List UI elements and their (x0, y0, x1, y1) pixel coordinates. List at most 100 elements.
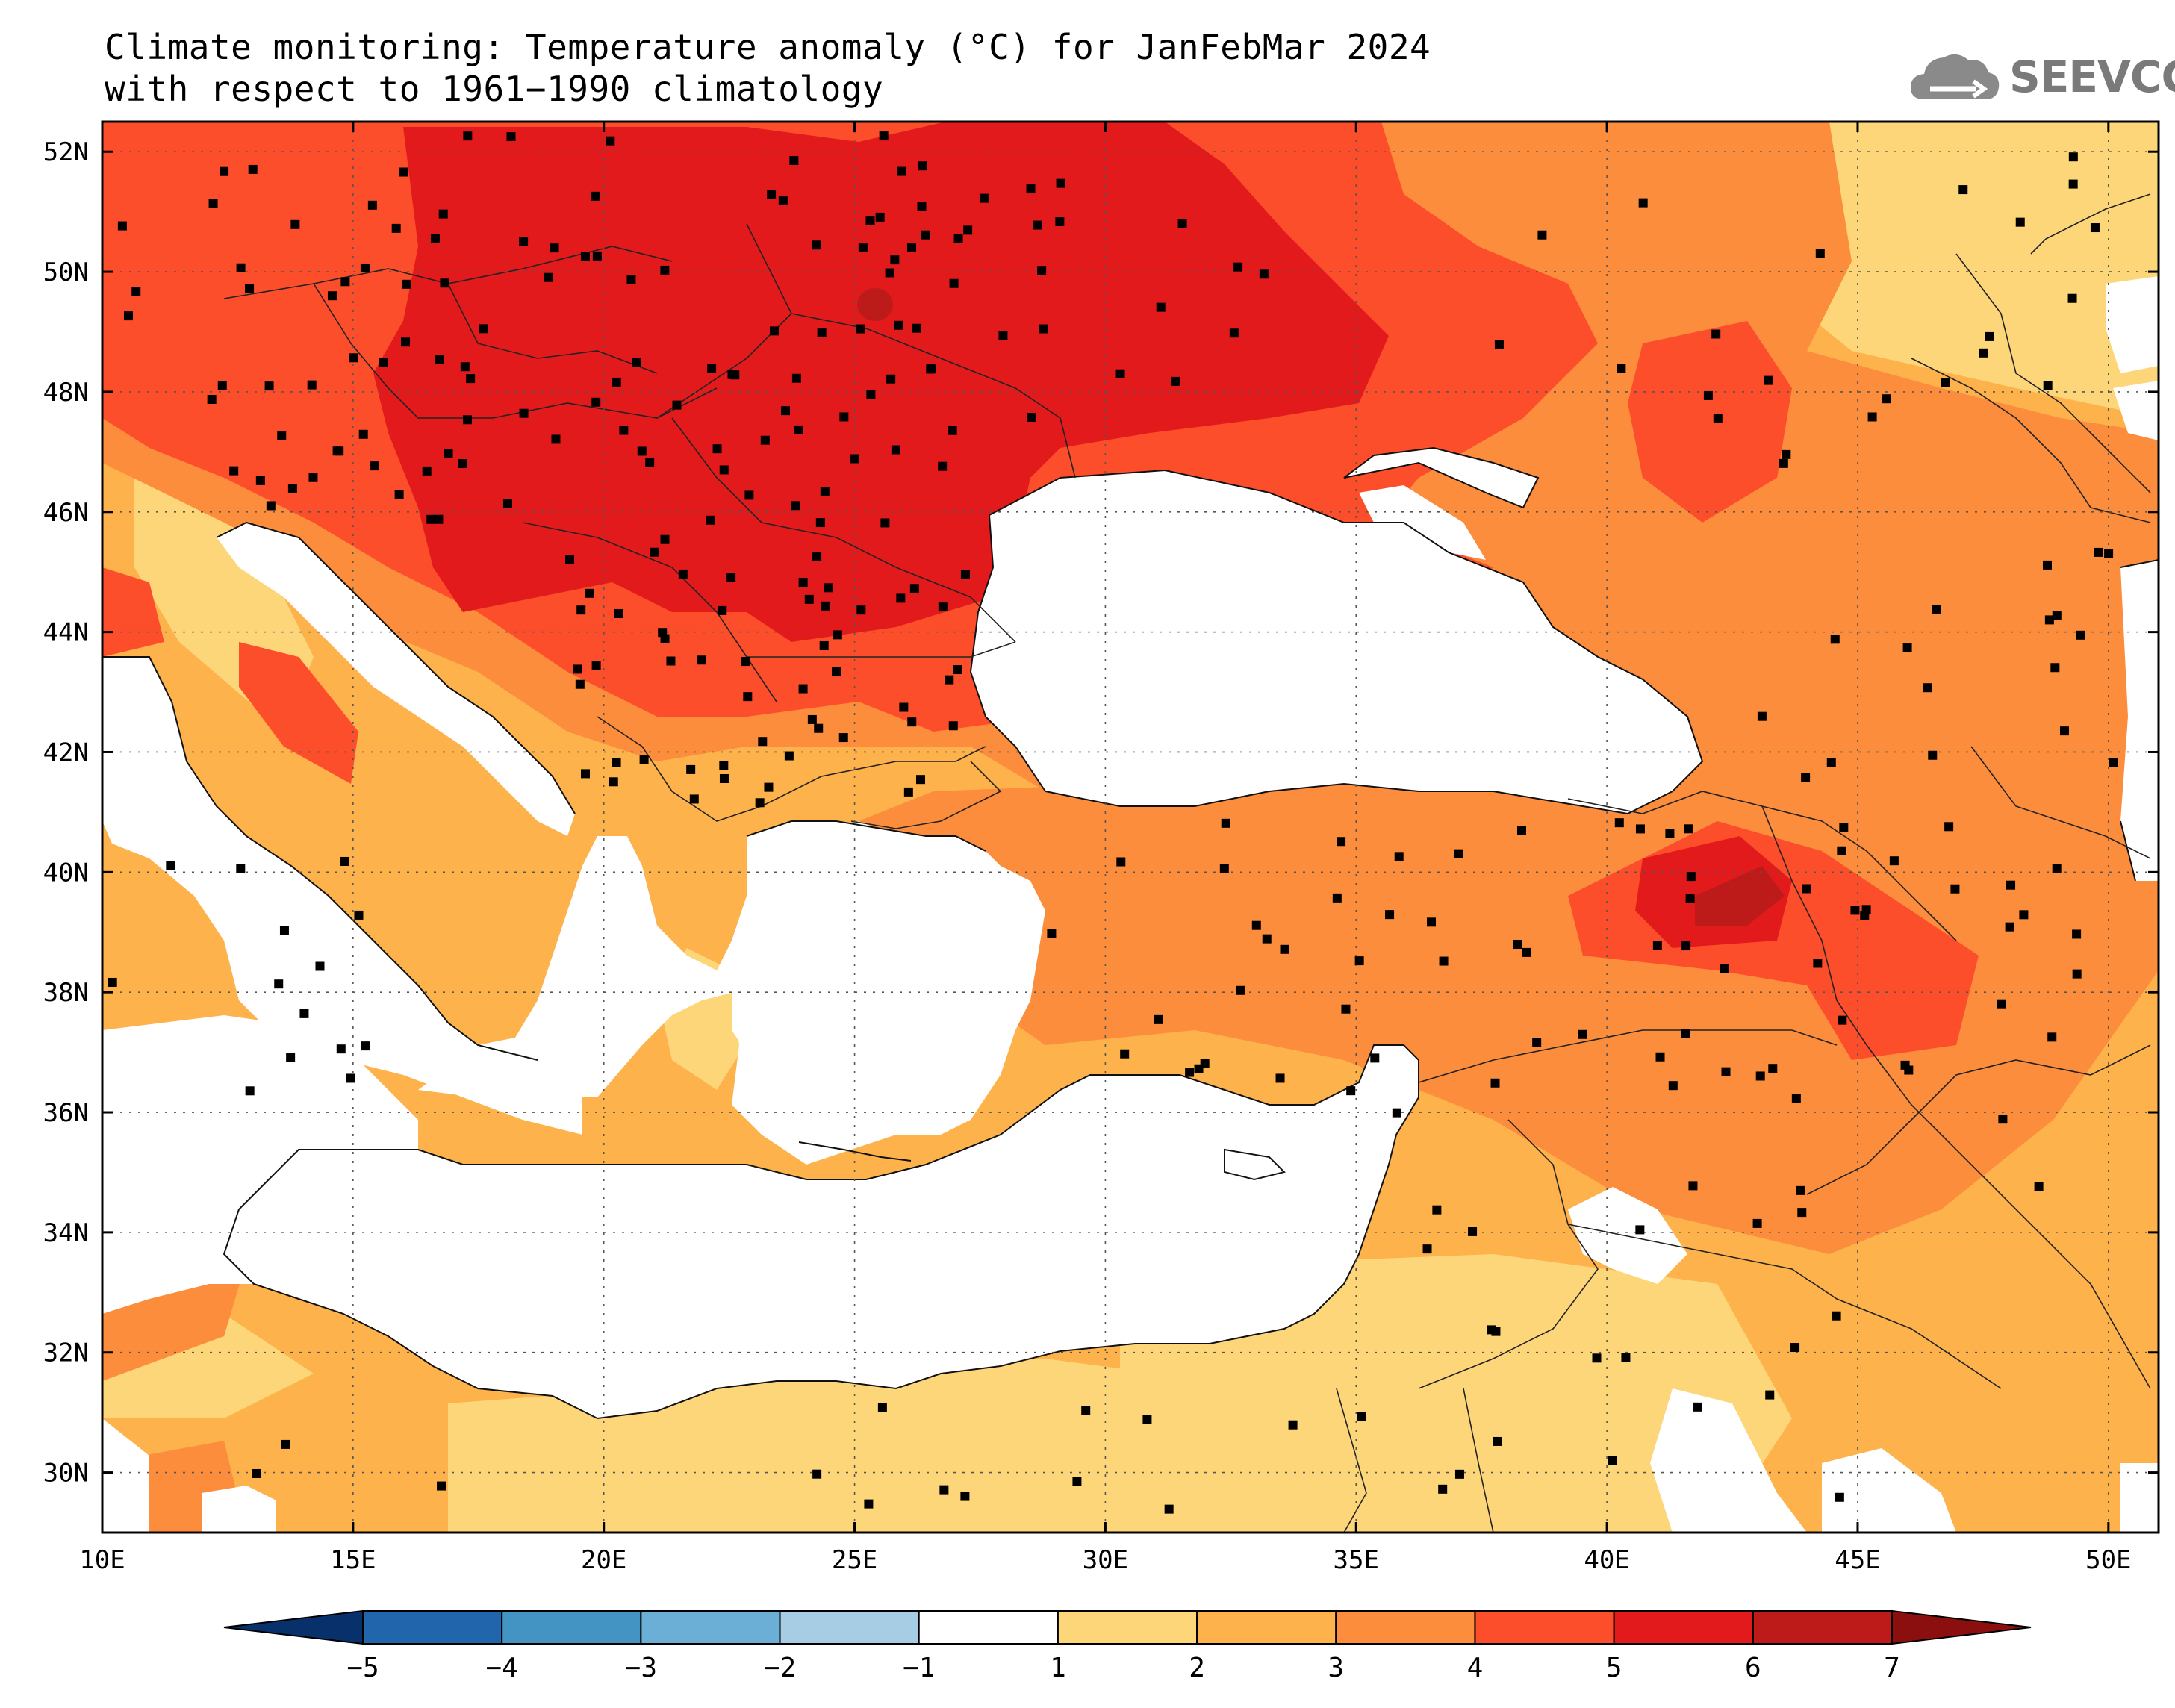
station-marker (2019, 910, 2029, 920)
station-marker (1923, 683, 1932, 693)
station-marker (217, 381, 227, 390)
station-marker (639, 755, 649, 764)
station-marker (245, 1086, 255, 1096)
station-marker (358, 429, 368, 439)
station-marker (1768, 1064, 1778, 1073)
colorbar-label: 4 (1467, 1653, 1484, 1683)
coastlines (102, 446, 2159, 1420)
station-marker (1033, 220, 1043, 230)
station-marker (719, 465, 729, 475)
station-marker (1985, 331, 1994, 341)
station-marker (580, 252, 590, 261)
station-marker (1422, 1244, 1432, 1254)
station-marker (791, 373, 801, 383)
strait-of-sicily (102, 1015, 418, 1314)
station-marker (1608, 1456, 1617, 1465)
station-marker (367, 200, 377, 210)
station-marker (645, 458, 655, 467)
station-marker (573, 664, 582, 674)
station-marker (394, 490, 404, 499)
colorbar-label: 1 (1050, 1653, 1066, 1683)
station-marker (123, 311, 133, 321)
station-marker (1516, 826, 1526, 835)
colorbar-segment (1613, 1610, 1754, 1645)
colorbar-label: −2 (764, 1653, 796, 1683)
station-marker (444, 449, 453, 458)
station-marker (1688, 1181, 1698, 1191)
station-marker (1998, 1115, 2008, 1124)
station-marker (2072, 969, 2082, 979)
station-marker (550, 243, 559, 253)
station-marker (839, 412, 849, 422)
station-marker (1229, 328, 1239, 338)
station-marker (832, 667, 841, 677)
colorbar-segment (1752, 1610, 1893, 1645)
lat-tick-label: 30N (43, 1459, 89, 1489)
station-marker (838, 733, 848, 743)
nodata-caspian-north (2106, 276, 2159, 373)
station-marker (299, 1009, 309, 1018)
station-marker (1835, 1492, 1844, 1502)
station-marker (2067, 293, 2077, 303)
colorbar-segment (640, 1610, 781, 1645)
station-marker (666, 656, 676, 666)
nodata-southwest (102, 1418, 149, 1533)
station-marker (166, 861, 175, 870)
adriatic-sea (217, 523, 575, 836)
station-marker (479, 324, 488, 334)
station-marker (370, 461, 379, 471)
station-marker (576, 605, 586, 615)
station-marker (612, 377, 621, 387)
station-marker (1668, 1081, 1678, 1091)
lat-tick-label: 42N (43, 738, 89, 767)
station-marker (1072, 1477, 1082, 1486)
station-marker (340, 277, 350, 287)
station-marker (1385, 910, 1395, 920)
station-marker (252, 1468, 261, 1478)
station-marker (1832, 1311, 1841, 1321)
station-marker (502, 499, 512, 508)
station-marker (890, 255, 900, 265)
station-marker (2052, 611, 2062, 620)
station-marker (1813, 959, 1823, 968)
station-marker (281, 1439, 290, 1449)
station-marker (2006, 880, 2016, 890)
sea-mask (102, 276, 2159, 1533)
black-sea (971, 470, 1702, 814)
lat-tick-label: 38N (43, 978, 89, 1008)
station-marker (1902, 643, 1912, 652)
aegean-sea (732, 821, 1001, 1120)
station-marker (1711, 329, 1721, 339)
station-marker (1394, 852, 1404, 861)
station-marker (1826, 758, 1836, 767)
station-marker (438, 209, 448, 219)
station-marker (1275, 1073, 1285, 1083)
station-marker (812, 1469, 822, 1479)
station-marker (332, 446, 342, 456)
station-marker (575, 679, 585, 689)
station-marker (824, 583, 833, 593)
station-marker (686, 764, 696, 774)
station-marker (907, 717, 917, 727)
station-marker (945, 675, 954, 685)
station-marker (864, 1499, 874, 1509)
station-marker (1156, 302, 1166, 312)
station-marker (327, 291, 337, 301)
station-marker (894, 320, 903, 330)
station-marker (591, 191, 600, 201)
station-marker (1617, 364, 1626, 373)
station-marker (921, 230, 930, 240)
colorbar-arrow-right (1891, 1609, 2032, 1645)
station-marker (1801, 773, 1811, 782)
station-marker (1120, 1049, 1130, 1059)
station-marker (918, 161, 927, 171)
station-marker (379, 358, 388, 367)
station-marker (769, 326, 779, 336)
station-marker (1236, 985, 1245, 995)
station-marker (606, 136, 615, 146)
station-marker (1867, 412, 1877, 422)
logo-text: SEEVCCC (2009, 52, 2175, 102)
gridlines (102, 122, 2159, 1533)
station-marker (279, 926, 289, 935)
colorbar-segment (501, 1610, 642, 1645)
